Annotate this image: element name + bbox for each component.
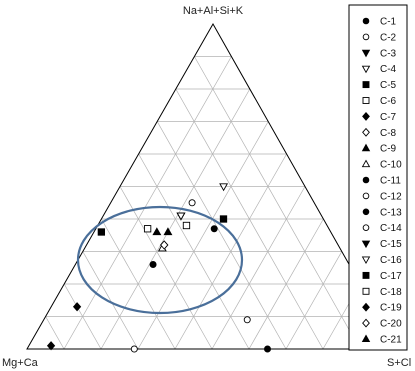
- legend-label-c-13: C-13: [380, 207, 402, 218]
- data-point-c-7: [72, 302, 82, 312]
- grid-line: [101, 218, 176, 350]
- legend-label-c-10: C-10: [380, 160, 402, 171]
- legend-label-c-14: C-14: [380, 223, 402, 234]
- data-point-c-9: [163, 227, 173, 236]
- data-point-c-4: [219, 183, 229, 192]
- data-point-c-20: [160, 240, 169, 250]
- vertex-label-top: Na+Al+Si+K: [183, 5, 244, 17]
- legend-label-c-17: C-17: [380, 271, 402, 282]
- data-point-c-21: [152, 227, 162, 236]
- legend-marker-c-3: [361, 49, 371, 58]
- legend-label-c-4: C-4: [380, 64, 397, 75]
- legend-marker-c-10: [361, 159, 371, 168]
- data-point-c-12: [243, 316, 251, 324]
- grid-line: [194, 56, 361, 350]
- vertex-label-right: S+Cl: [387, 357, 411, 369]
- legend-marker-c-13: [362, 208, 370, 216]
- legend-marker-c-15: [361, 240, 371, 249]
- legend-label-c-7: C-7: [380, 112, 397, 123]
- legend-marker-c-8: [362, 127, 370, 137]
- legend-marker-c-7: [362, 111, 370, 121]
- legend-marker-c-5: [362, 81, 370, 89]
- data-point-c-17: [97, 228, 106, 236]
- grid-line: [82, 251, 139, 350]
- legend-label-c-3: C-3: [380, 48, 397, 59]
- data-point-c-19: [46, 341, 56, 351]
- legend-label-c-6: C-6: [380, 96, 397, 107]
- legend-marker-c-6: [362, 97, 370, 104]
- data-point-c-11: [149, 261, 157, 268]
- legend-marker-c-1: [362, 17, 370, 25]
- legend-marker-c-2: [362, 33, 370, 41]
- legend-label-c-1: C-1: [380, 17, 397, 28]
- legend-marker-c-14: [362, 224, 370, 231]
- cluster-highlight-ellipse: [76, 205, 244, 315]
- legend-label-c-9: C-9: [380, 144, 397, 155]
- legend-label-c-11: C-11: [380, 176, 401, 187]
- ternary-triangle-outline: [26, 22, 398, 350]
- data-point-c-13: [264, 345, 271, 353]
- legend-marker-c-21: [361, 334, 371, 342]
- data-point-c-16: [176, 212, 186, 221]
- data-point-c-1: [210, 225, 218, 233]
- legend-marker-c-9: [361, 143, 371, 152]
- legend-marker-c-18: [362, 287, 370, 295]
- legend-marker-c-17: [362, 271, 370, 279]
- data-point-c-5: [219, 215, 228, 223]
- legend-label-c-18: C-18: [380, 287, 402, 298]
- legend-marker-c-12: [362, 192, 370, 200]
- grid-line: [63, 283, 102, 350]
- data-point-c-18: [143, 225, 152, 233]
- legend-label-c-21: C-21: [380, 335, 402, 346]
- legend-label-c-19: C-19: [380, 303, 402, 314]
- legend-label-c-2: C-2: [380, 32, 397, 43]
- legend-marker-c-19: [362, 302, 370, 312]
- legend: C-1 C-2 C-3 C-4 C-5 C-6 C-7 C-8 C-9 C-10 C-11 C-12 C…: [348, 4, 408, 351]
- data-point-c-6: [182, 221, 191, 230]
- legend-label-c-8: C-8: [380, 128, 397, 139]
- legend-label-c-15: C-15: [380, 239, 402, 250]
- legend-marker-c-4: [361, 65, 371, 74]
- legend-marker-c-20: [362, 318, 370, 328]
- grid-line: [63, 56, 232, 350]
- legend-marker-c-11: [362, 176, 370, 184]
- grid-line: [137, 121, 269, 350]
- legend-marker-c-16: [361, 256, 371, 265]
- vertex-label-left: Mg+Ca: [2, 357, 39, 369]
- data-point-c-2: [188, 199, 196, 207]
- legend-label-c-20: C-20: [380, 319, 402, 330]
- data-point-c-14: [130, 345, 138, 353]
- grid-line: [211, 186, 306, 350]
- grid-line: [248, 218, 324, 350]
- legend-box: [348, 4, 408, 351]
- legend-label-c-5: C-5: [380, 80, 397, 91]
- data-points: [46, 183, 271, 353]
- grid-line: [119, 186, 213, 350]
- grid-line: [45, 316, 65, 350]
- legend-label-c-12: C-12: [380, 191, 402, 202]
- legend-label-c-16: C-16: [380, 255, 402, 266]
- grid-line: [285, 251, 343, 350]
- grid-line: [156, 121, 287, 350]
